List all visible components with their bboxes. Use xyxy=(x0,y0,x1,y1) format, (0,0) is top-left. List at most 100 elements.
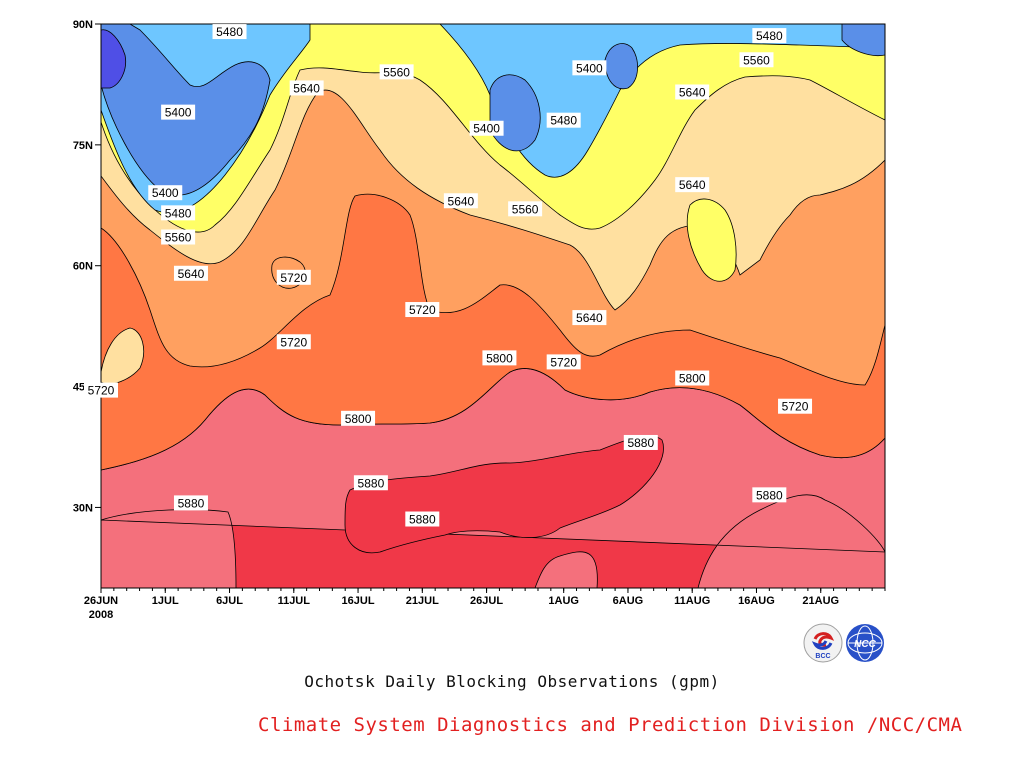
contour-label-bg xyxy=(353,475,388,491)
y-tick-label: 90N xyxy=(73,19,93,31)
x-tick-label: 11AUG xyxy=(674,595,710,607)
contour-label-text: 5880 xyxy=(627,436,654,450)
band-lt5400 xyxy=(101,29,127,89)
contour-label: 5640 xyxy=(289,80,324,96)
contour-label: 5720 xyxy=(405,302,440,318)
contour-label-text: 5560 xyxy=(383,65,410,79)
contour-label: 5480 xyxy=(212,24,247,40)
ncc-logo: NCC xyxy=(846,624,884,662)
contour-label-text: 5480 xyxy=(216,25,243,39)
contour-label-bg xyxy=(405,302,440,318)
contour-label-bg xyxy=(546,354,581,370)
contour-label: 5560 xyxy=(161,229,196,245)
bcc-logo: BCC xyxy=(803,623,843,663)
x-tick-label: 21JUL xyxy=(406,595,439,607)
contour-label-bg xyxy=(161,229,196,245)
contour-label-text: 5880 xyxy=(409,513,436,527)
contour-label-text: 5640 xyxy=(679,85,706,99)
contour-label-text: 5720 xyxy=(280,335,307,349)
y-tick-label: 30N xyxy=(73,502,93,514)
contour-label-text: 5720 xyxy=(409,303,436,317)
contour-label-bg xyxy=(341,410,376,426)
contour-label: 5640 xyxy=(443,193,478,209)
contour-label-bg xyxy=(572,310,607,326)
contour-label: 5640 xyxy=(675,177,710,193)
contour-label: 5800 xyxy=(675,370,710,386)
contour-label-text: 5560 xyxy=(743,53,770,67)
contour-label-text: 5640 xyxy=(679,178,706,192)
contour-label: 5400 xyxy=(572,60,607,76)
x-tick-label: 26JUL xyxy=(470,595,503,607)
x-tick-label: 16JUL xyxy=(342,595,375,607)
contour-label-bg xyxy=(739,52,774,68)
contour-label: 5400 xyxy=(161,104,196,120)
x-tick-label: 6JUL xyxy=(216,595,243,607)
contour-label: 5400 xyxy=(469,120,504,136)
contour-label: 5720 xyxy=(778,398,813,414)
contour-label-bg xyxy=(289,80,324,96)
band-lt5480 xyxy=(101,24,885,196)
contour-label-bg xyxy=(276,269,311,285)
contour-label-text: 5800 xyxy=(679,372,706,386)
contour-label: 5560 xyxy=(739,52,774,68)
y-tick-label: 60N xyxy=(73,261,93,273)
contour-label-text: 5560 xyxy=(512,202,539,216)
contour-label-text: 5480 xyxy=(165,206,192,220)
plot-frame xyxy=(100,23,886,589)
x-tick-label: 16AUG xyxy=(738,595,775,607)
contour-label-bg xyxy=(276,334,311,350)
x-tick-label: 26JUN xyxy=(84,595,118,607)
contour-label: 5880 xyxy=(173,495,208,511)
contour-label: 5720 xyxy=(546,354,581,370)
contour-label-bg xyxy=(469,120,504,136)
contour-label-text: 5720 xyxy=(782,400,809,414)
contour-label: 5880 xyxy=(623,434,658,450)
contour-label-bg xyxy=(752,28,787,44)
y-tick-label: 75N xyxy=(73,140,93,152)
contour-label: 5720 xyxy=(276,334,311,350)
contour-label-text: 5880 xyxy=(178,496,205,510)
contour-label-bg xyxy=(443,193,478,209)
x-tick-label: 1JUL xyxy=(152,595,179,607)
contour-label-bg xyxy=(173,265,208,281)
chart-title: Ochotsk Daily Blocking Observations (gpm… xyxy=(304,672,720,691)
credit-line: Climate System Diagnostics and Predictio… xyxy=(258,714,963,736)
contour-label-text: 5400 xyxy=(473,122,500,136)
contour-label: 5480 xyxy=(546,112,581,128)
ncc-logo-text: NCC xyxy=(854,639,876,650)
contour-label-bg xyxy=(546,112,581,128)
band-5640-late-pocket xyxy=(686,198,737,282)
contour-label-bg xyxy=(508,201,543,217)
x-tick-label: 11JUL xyxy=(278,595,311,607)
contour-label-text: 5800 xyxy=(486,351,513,365)
contour-label-text: 5400 xyxy=(576,61,603,75)
x-year-label: 2008 xyxy=(89,609,113,621)
contour-label: 5880 xyxy=(405,511,440,527)
contour-label-text: 5800 xyxy=(345,412,372,426)
contour-label: 5720 xyxy=(276,269,311,285)
contour-label-text: 5480 xyxy=(550,114,577,128)
bcc-logo-text: BCC xyxy=(815,653,830,660)
contour-label-bg xyxy=(572,60,607,76)
contour-label-bg xyxy=(623,434,658,450)
contour-label: 5640 xyxy=(173,265,208,281)
contour-label-bg xyxy=(161,205,196,221)
contour-label: 5720 xyxy=(84,382,118,398)
contour-label: 5480 xyxy=(161,205,196,221)
contour-label: 5560 xyxy=(508,201,543,217)
contour-label-text: 5640 xyxy=(576,311,603,325)
contour-label-text: 5720 xyxy=(88,384,115,398)
contour-label-bg xyxy=(752,487,787,503)
contour-label: 5560 xyxy=(379,64,414,80)
contour-label-bg xyxy=(405,511,440,527)
contour-label: 5400 xyxy=(148,185,183,201)
contour-label-text: 5720 xyxy=(550,355,577,369)
contour-label-text: 5400 xyxy=(165,106,192,120)
contour-label-bg xyxy=(675,370,710,386)
contour-label-bg xyxy=(482,350,517,366)
x-tick-label: 21AUG xyxy=(802,595,839,607)
x-tick-label: 6AUG xyxy=(613,595,644,607)
contour-label-bg xyxy=(379,64,414,80)
contour-label: 5880 xyxy=(353,475,388,491)
